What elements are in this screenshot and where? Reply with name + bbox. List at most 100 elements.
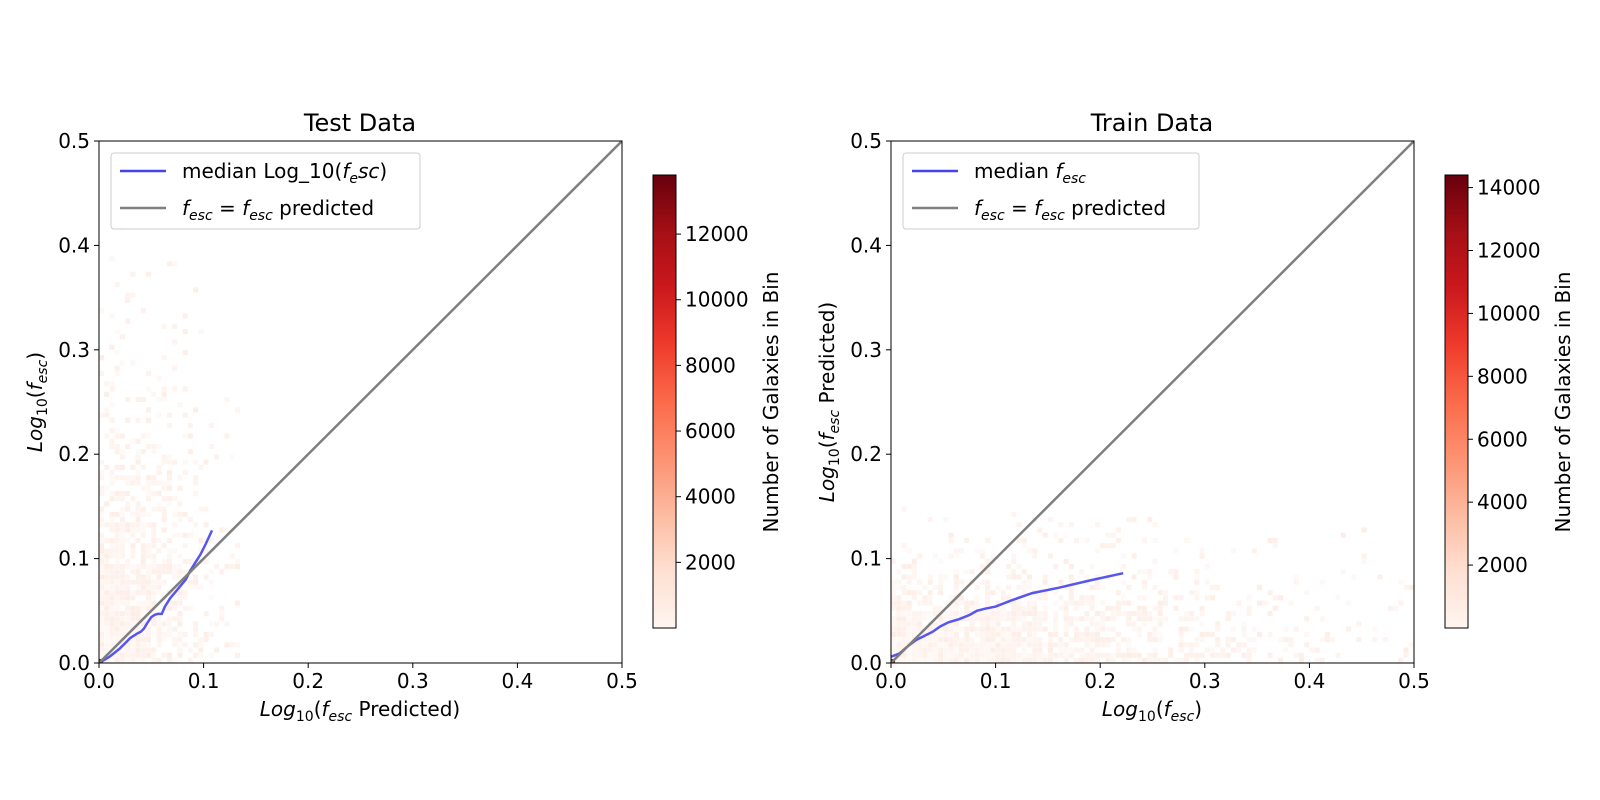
density-cell [1047, 553, 1053, 559]
density-cell [119, 647, 125, 653]
density-cell [135, 501, 141, 507]
density-cell [922, 637, 928, 643]
density-cell [995, 621, 1001, 627]
density-cell [1089, 616, 1095, 622]
density-cell [1053, 631, 1059, 637]
density-cell [1335, 595, 1341, 601]
density-cell [906, 637, 912, 643]
density-cell [1100, 584, 1106, 590]
density-cell [938, 637, 944, 643]
density-cell [1194, 652, 1200, 658]
density-cell [193, 475, 199, 481]
density-cell [985, 569, 991, 575]
density-cell [130, 438, 136, 444]
density-cell [948, 621, 954, 627]
density-cell [896, 616, 902, 622]
density-cell [182, 631, 188, 637]
density-cell [1032, 637, 1038, 643]
density-cell [927, 590, 933, 596]
density-cell [109, 527, 115, 533]
density-cell [1011, 637, 1017, 643]
density-cell [114, 564, 120, 570]
density-cell [166, 626, 172, 632]
density-cell [161, 496, 167, 502]
density-cell [208, 537, 214, 543]
density-cell [896, 611, 902, 617]
density-cell [1100, 652, 1106, 658]
density-cell [177, 564, 183, 570]
colorbar-tick-label: 4000 [1477, 490, 1528, 514]
density-cell [146, 626, 152, 632]
plot-series [99, 141, 622, 663]
density-cell [943, 574, 949, 580]
density-cell [166, 548, 172, 554]
colorbar-tick-label: 6000 [685, 419, 736, 443]
density-cell [109, 470, 115, 476]
density-cell [1126, 611, 1132, 617]
density-cell [229, 553, 235, 559]
density-cell [135, 584, 141, 590]
density-cell [1058, 537, 1064, 543]
density-cell [99, 308, 104, 314]
density-cell [985, 584, 991, 590]
density-cell [1152, 584, 1158, 590]
density-cell [948, 642, 954, 648]
density-cell [1377, 574, 1383, 580]
density-cell [104, 626, 110, 632]
density-cell [1115, 652, 1121, 658]
density-cell [938, 616, 944, 622]
density-cell [156, 506, 162, 512]
density-cell [172, 642, 178, 648]
density-cell [198, 647, 204, 653]
legend-identity-s2: esc [249, 208, 273, 224]
density-cell [1157, 616, 1163, 622]
density-cell [172, 365, 178, 371]
density-cell [146, 605, 152, 611]
density-cell [1089, 564, 1095, 570]
density-cell [953, 631, 959, 637]
density-cell [896, 584, 902, 590]
density-cell [1006, 611, 1012, 617]
density-cell [119, 579, 125, 585]
density-cell [1183, 652, 1189, 658]
density-cell [979, 564, 985, 570]
density-cell [109, 569, 115, 575]
density-cell [130, 548, 136, 554]
density-cell [922, 652, 928, 658]
x-label-f: f [1164, 697, 1174, 721]
density-cell [119, 616, 125, 622]
density-cell [927, 626, 933, 632]
density-cell [114, 637, 120, 643]
density-cell [99, 558, 104, 564]
density-cell [1189, 626, 1195, 632]
density-cell [943, 611, 949, 617]
density-cell [1194, 658, 1200, 663]
density-cell [1131, 553, 1137, 559]
density-cell [1241, 626, 1247, 632]
density-cell [1178, 595, 1184, 601]
density-cell [932, 637, 938, 643]
density-cell [1068, 564, 1074, 570]
density-cell [1136, 595, 1142, 601]
density-cell [953, 553, 959, 559]
density-cell [140, 397, 146, 402]
density-cell [1309, 647, 1315, 653]
density-cell [166, 454, 172, 460]
density-cell [140, 543, 146, 549]
density-cell [119, 475, 125, 481]
density-cell [187, 658, 193, 663]
density-cell [119, 537, 125, 543]
density-cell [1094, 548, 1100, 554]
density-cell [229, 564, 235, 570]
legend-identity-label: fesc = fesc predicted [974, 196, 1166, 224]
density-cell [1026, 642, 1032, 648]
colorbar-label: Number of Galaxies in Bin [1551, 272, 1575, 533]
density-cell [948, 611, 954, 617]
density-cell [927, 600, 933, 606]
density-cell [917, 626, 923, 632]
density-cell [187, 584, 193, 590]
legend-median-fsub: e [349, 171, 358, 187]
x-label-fsub: esc [329, 709, 353, 725]
density-cell [1037, 658, 1043, 663]
density-cell [166, 485, 172, 491]
